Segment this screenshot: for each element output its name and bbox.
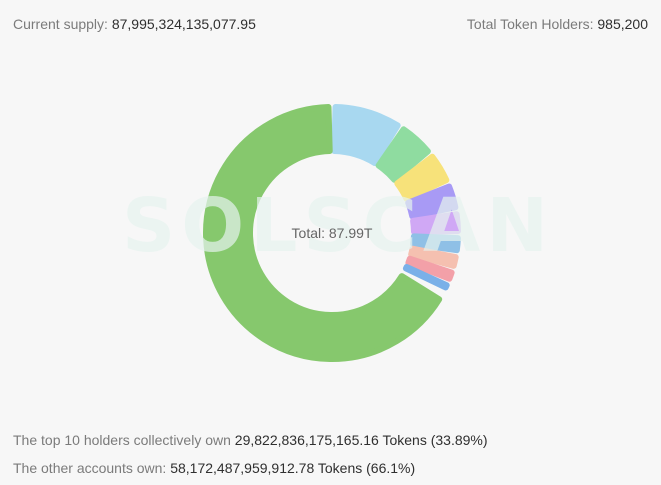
donut-slice-2[interactable] xyxy=(375,126,431,183)
total-token-holders-label: Total Token Holders: xyxy=(466,16,598,32)
donut-slice-3[interactable] xyxy=(394,153,450,202)
chart-total-label: Total: 87.99T xyxy=(291,225,373,241)
top10-holders-summary: The top 10 holders collectively own 29,8… xyxy=(13,432,488,448)
top10-holders-value: 29,822,836,175,165.16 Tokens (33.89%) xyxy=(234,432,488,448)
donut-slice-4[interactable] xyxy=(405,183,459,220)
total-token-holders-value: 985,200 xyxy=(597,16,648,32)
donut-slice-7[interactable] xyxy=(408,245,459,269)
top10-holders-label: The top 10 holders collectively own xyxy=(13,432,235,448)
donut-slice-9[interactable] xyxy=(402,263,450,291)
donut-slice-5[interactable] xyxy=(410,211,461,235)
other-accounts-label: The other accounts own: xyxy=(13,460,171,476)
current-supply: Current supply: 87,995,324,135,077.95 xyxy=(13,16,256,32)
donut-slices xyxy=(203,104,461,362)
donut-slice-11[interactable] xyxy=(203,104,443,362)
current-supply-label: Current supply: xyxy=(13,16,112,32)
other-accounts-value: 58,172,487,959,912.78 Tokens (66.1%) xyxy=(170,460,416,476)
donut-slice-6[interactable] xyxy=(410,233,461,254)
total-token-holders: Total Token Holders: 985,200 xyxy=(467,16,648,32)
other-accounts-summary: The other accounts own: 58,172,487,959,9… xyxy=(13,460,415,476)
donut-slice-8[interactable] xyxy=(405,255,455,282)
solscan-watermark: SOLSCAN xyxy=(122,183,555,269)
donut-slice-1[interactable] xyxy=(331,104,401,167)
current-supply-value: 87,995,324,135,077.95 xyxy=(111,16,256,32)
